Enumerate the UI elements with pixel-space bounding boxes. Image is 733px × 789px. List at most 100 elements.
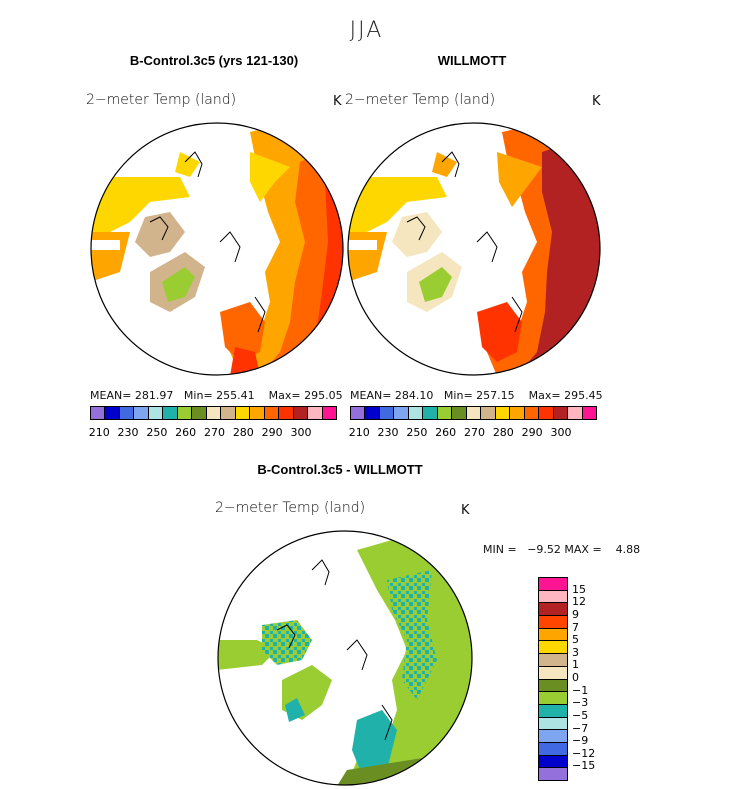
legend-tick-label: −12 (572, 746, 596, 760)
colorbar-swatch (293, 407, 309, 419)
colorbar-swatch (394, 407, 409, 419)
diff-polar-map (217, 530, 473, 786)
colorbar-swatch (206, 407, 222, 419)
map-region-alaska (175, 152, 200, 177)
legend-tick-label: 0 (572, 671, 579, 684)
colorbar-swatch (264, 407, 280, 419)
map-region-north-america-south (348, 232, 387, 282)
panel-1-title: B-Control.3c5 (yrs 121-130) (129, 53, 299, 68)
map-region-europe (352, 710, 397, 775)
legend-tick-label: 1 (572, 658, 579, 672)
map-region-alaska (307, 570, 327, 588)
colorbar-swatch (582, 407, 596, 419)
legend-swatch (539, 616, 567, 629)
panel-2-min: 257.15 (476, 389, 515, 402)
map-region-canadian-arctic (135, 212, 185, 257)
legend-tick-label: −7 (572, 721, 589, 735)
panel-1-colorbar (90, 406, 337, 420)
colorbar-swatch (134, 407, 149, 419)
colorbar-swatch (452, 407, 467, 419)
legend-tick-label: 12 (572, 595, 586, 609)
colorbar-swatch (510, 407, 525, 419)
colorbar-tick-label: 210 (348, 426, 370, 439)
colorbar-swatch (379, 407, 395, 419)
map-region-greenland-coast (285, 698, 305, 722)
panel-2-units: K (592, 94, 601, 109)
legend-swatch (539, 742, 567, 756)
colorbar-swatch (221, 407, 236, 419)
legend-tick-label: −1 (572, 683, 589, 697)
legend-swatch (539, 666, 567, 680)
colorbar-tick-label: 290 (521, 426, 543, 439)
colorbar-tick-label: 270 (464, 426, 485, 439)
colorbar-tick-label: 260 (435, 426, 457, 439)
colorbar-swatch (192, 407, 207, 419)
colorbar-tick-label: 300 (290, 426, 312, 439)
colorbar-swatch (250, 407, 265, 419)
map-region-arctic-coast (497, 152, 542, 207)
legend-swatch (539, 679, 567, 693)
legend-swatch (539, 692, 567, 705)
legend-tick-label: 7 (572, 620, 579, 634)
panel-1-stats: MEAN= 281.97 Min= 255.41 Max= 295.05 (90, 389, 343, 402)
panel-2-stats: MEAN= 284.10 Min= 257.15 Max= 295.45 (350, 389, 603, 402)
diff-legend (538, 577, 568, 781)
colorbar-swatch (365, 407, 380, 419)
colorbar-tick-label: 290 (261, 426, 283, 439)
colorbar-swatch (539, 407, 554, 419)
colorbar-swatch (466, 407, 482, 419)
legend-tick-label: −5 (572, 708, 589, 722)
panel-2-max: 295.45 (564, 389, 603, 402)
colorbar-swatch (423, 407, 438, 419)
legend-swatch (539, 603, 567, 617)
colorbar-tick-label: 250 (406, 426, 428, 439)
legend-swatch (539, 578, 567, 591)
colorbar-swatch (481, 407, 496, 419)
colorbar-swatch (105, 407, 120, 419)
diff-min-max: MIN = −9.52 MAX = 4.88 (483, 543, 641, 556)
panel-2-colorbar (350, 406, 597, 420)
colorbar-tick-label: 260 (175, 426, 197, 439)
panel-2-variable: 2−meter Temp (land) (345, 92, 496, 108)
colorbar-swatch (235, 407, 251, 419)
legend-swatch (539, 730, 567, 743)
panel-1-units: K (333, 94, 342, 109)
colorbar-swatch (91, 407, 106, 419)
diff-max: 4.88 (615, 543, 641, 556)
colorbar-swatch (119, 407, 135, 419)
colorbar-swatch (553, 407, 569, 419)
map-region-north-america (91, 177, 190, 232)
legend-swatch (539, 654, 567, 667)
map-region-arctic-coast (250, 152, 290, 202)
legend-tick-label: −3 (572, 696, 589, 710)
colorbar-tick-label: 230 (117, 426, 139, 439)
diff-legend-labels: 15 12 9 7 5 3 1 0 −1 −3 −5 −7 −9 −12 −15 (572, 577, 612, 779)
season-title: JJA (349, 18, 384, 43)
colorbar-swatch (524, 407, 540, 419)
colorbar-swatch (279, 407, 294, 419)
map-region-canadian-arctic (262, 620, 312, 665)
legend-swatch (539, 628, 567, 642)
colorbar-tick-label: 300 (550, 426, 572, 439)
colorbar-swatch (568, 407, 583, 419)
colorbar-swatch (437, 407, 453, 419)
legend-tick-label: 9 (572, 607, 579, 621)
legend-swatch (539, 641, 567, 655)
map-region-greenland-interior (419, 267, 452, 302)
legend-tick-label: 3 (572, 645, 579, 659)
panel-2-polar-map (347, 122, 601, 376)
map-region-siberia-hot (517, 132, 600, 375)
map-region-canadian-arctic (392, 212, 442, 257)
panel-2-mean: 284.10 (394, 389, 434, 402)
diff-min: −9.52 (527, 543, 561, 556)
legend-swatch (539, 590, 567, 604)
map-region-north-america (348, 177, 447, 232)
legend-tick-label: 15 (572, 582, 586, 596)
map-region-europe-south (230, 347, 260, 375)
legend-swatch (539, 768, 567, 780)
colorbar-swatch (163, 407, 178, 419)
diff-units: K (461, 503, 470, 518)
colorbar-swatch (322, 407, 336, 419)
legend-tick-label: −9 (572, 734, 589, 748)
colorbar-swatch (495, 407, 511, 419)
